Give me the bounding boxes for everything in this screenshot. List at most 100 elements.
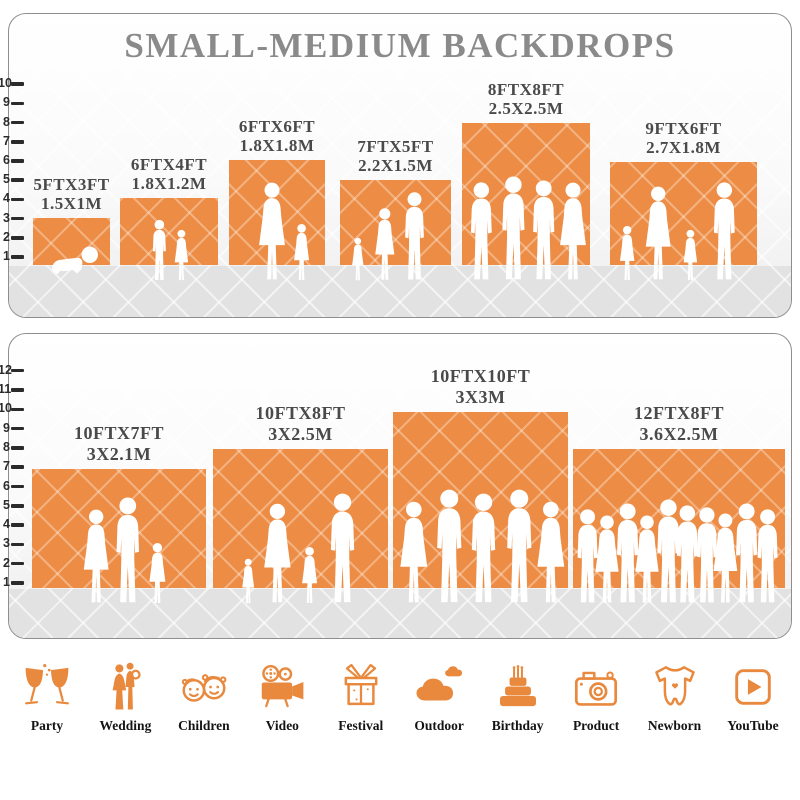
category-video: Video	[255, 660, 309, 734]
birthday-icon	[491, 660, 545, 714]
baby-silhouette	[47, 245, 100, 275]
product-icon	[569, 660, 623, 714]
children-icon	[177, 660, 231, 714]
category-label: Birthday	[491, 718, 544, 733]
category-bar: Party Wedding Children Video Festival Outdoor…	[0, 660, 800, 734]
backdrop-label-10ftx7ft: 10FTX7FT 3X2.1M	[24, 423, 214, 465]
backdrop-size-ft: 6FTX4FT	[130, 154, 208, 174]
ruler-tick	[11, 140, 24, 144]
ruler-tick	[11, 523, 24, 527]
ruler-tick	[11, 82, 24, 86]
backdrop-size-m: 2.2X1.5M	[358, 156, 433, 176]
backdrop-9ftx6ft	[610, 162, 757, 265]
ruler-tick	[11, 581, 24, 585]
person-silhouette	[349, 237, 367, 281]
backdrop-size-m: 3.6X2.5M	[639, 423, 719, 444]
ruler-number: 4	[3, 517, 10, 532]
ruler-tick	[11, 216, 24, 221]
backdrop-size-ft: 7FTX5FT	[357, 136, 434, 156]
ruler-tick	[11, 197, 24, 202]
page-title: SMALL-MEDIUM BACKDROPS	[124, 26, 676, 65]
ruler-tick	[11, 236, 24, 240]
ruler-tick	[11, 101, 24, 106]
ruler-tick	[11, 388, 24, 392]
ruler-number: 9	[3, 420, 10, 435]
backdrop-size-ft: 9FTX6FT	[645, 118, 722, 138]
ruler-tick	[11, 255, 24, 259]
youtube-icon	[726, 660, 780, 714]
backdrop-12ftx8ft	[573, 449, 785, 588]
ruler-number: 7	[3, 133, 10, 148]
party-icon	[20, 660, 74, 714]
ruler-number: 1	[3, 575, 10, 589]
backdrop-size-m: 3X2.1M	[86, 443, 152, 464]
category-wedding: Wedding	[98, 660, 152, 734]
person-silhouette	[553, 181, 593, 281]
backdrop-size-ft: 5FTX3FT	[33, 174, 110, 194]
category-party: Party	[20, 660, 74, 734]
ruler-number: 9	[3, 95, 10, 110]
backdrop-5ftx3ft	[33, 218, 110, 265]
person-silhouette	[398, 191, 431, 281]
category-label: Product	[572, 718, 620, 733]
ruler-number: 1	[3, 249, 10, 263]
backdrop-size-m: 2.7X1.8M	[646, 138, 721, 158]
backdrop-size-m: 3X3M	[455, 386, 506, 407]
backdrop-label-7ftx5ft: 7FTX5FT 2.2X1.5M	[301, 137, 491, 176]
ruler-tick	[11, 368, 24, 373]
category-label: Newborn	[647, 718, 702, 733]
ruler-number: 6	[3, 478, 10, 493]
ruler-number: 3	[3, 210, 10, 225]
category-newborn: Newborn	[648, 660, 702, 734]
person-silhouette	[298, 546, 321, 604]
backdrop-size-ft: 10FTX10FT	[430, 366, 531, 387]
person-silhouette	[239, 558, 257, 604]
wedding-icon	[98, 660, 152, 714]
person-silhouette	[290, 223, 313, 281]
festival-icon	[334, 660, 388, 714]
category-label: Video	[265, 718, 299, 733]
ruler-tick	[11, 465, 24, 469]
category-label: Festival	[338, 718, 384, 733]
backdrop-label-12ftx8ft: 12FTX8FT 3.6X2.5M	[584, 403, 774, 445]
ruler-number: 8	[3, 114, 10, 129]
person-silhouette	[706, 181, 743, 281]
category-product: Product	[569, 660, 623, 734]
person-silhouette	[639, 185, 677, 281]
backdrop-6ftx6ft	[229, 160, 325, 265]
ruler-number: 5	[3, 497, 10, 512]
backdrop-label-5ftx3ft: 5FTX3FT 1.5X1M	[0, 175, 167, 214]
person-silhouette	[750, 508, 785, 604]
category-label: Children	[178, 718, 230, 733]
person-silhouette	[257, 502, 298, 604]
panel-floor	[9, 589, 791, 638]
outdoor-icon	[412, 660, 466, 714]
person-silhouette	[616, 225, 638, 281]
ruler-tick	[11, 159, 24, 163]
backdrop-7ftx5ft	[340, 180, 451, 265]
backdrop-size-ft: 6FTX6FT	[238, 116, 316, 136]
backdrop-size-m: 1.5X1M	[40, 194, 103, 214]
ruler-number: 10	[0, 76, 12, 91]
backdrop-label-8ftx8ft: 8FTX8FT 2.5X2.5M	[431, 80, 621, 119]
backdrop-10ftx7ft	[32, 469, 206, 588]
ruler-tick	[11, 504, 24, 508]
backdrop-size-ft: 10FTX7FT	[73, 423, 164, 444]
person-silhouette	[145, 542, 170, 604]
person-silhouette	[680, 229, 701, 281]
backdrop-size-ft: 10FTX8FT	[255, 403, 346, 424]
backdrop-size-m: 2.5X2.5M	[488, 99, 564, 119]
backdrop-6ftx4ft	[120, 198, 218, 265]
ruler-tick	[11, 178, 24, 182]
category-outdoor: Outdoor	[412, 660, 466, 734]
ruler-number: 4	[3, 191, 10, 206]
ruler-tick	[11, 561, 24, 566]
person-silhouette	[370, 207, 400, 281]
category-children: Children	[177, 660, 231, 734]
backdrop-label-10ftx8ft: 10FTX8FT 3X2.5M	[206, 403, 396, 445]
ruler-number: 3	[3, 536, 10, 551]
backdrop-size-ft: 12FTX8FT	[633, 403, 724, 424]
ruler-tick	[11, 484, 24, 489]
person-silhouette	[322, 492, 363, 604]
